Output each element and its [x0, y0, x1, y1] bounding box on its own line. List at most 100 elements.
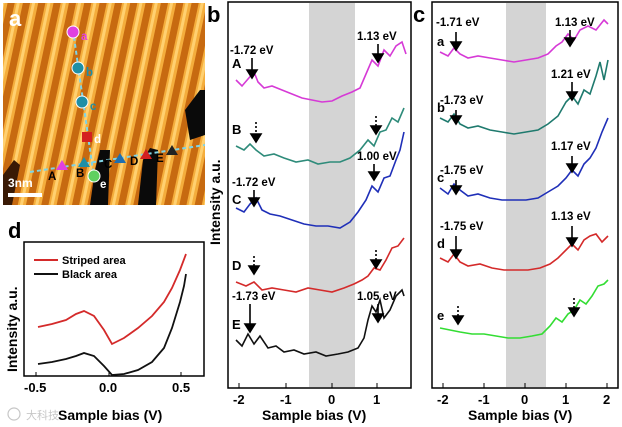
marker-label: a	[81, 31, 88, 43]
curve-B	[235, 107, 405, 165]
peak-annotation: -1.75 eV	[440, 165, 484, 177]
watermark: 大科技	[7, 407, 59, 422]
panel-d: -0.5 0.0 0.5 Sample bias (V) Intensity a…	[4, 241, 205, 423]
marker-label: B	[76, 168, 84, 180]
peak-annotation: 1.21 eV	[551, 69, 591, 81]
x-axis-label: Sample bias (V)	[468, 407, 572, 423]
curve-label: b	[437, 100, 445, 115]
panel-label: c	[413, 2, 425, 27]
marker-label: d	[94, 134, 101, 146]
black-region	[138, 148, 158, 205]
line-striped-area	[37, 253, 187, 346]
arrows	[449, 30, 581, 326]
marker-label: c	[90, 101, 97, 113]
line-black-area	[37, 273, 187, 376]
marker-point-A	[56, 160, 68, 170]
curve-b	[439, 59, 609, 135]
y-axis-label: Intensity a.u.	[207, 159, 223, 245]
curve-label: e	[437, 308, 444, 323]
panel-c: -2 -1 0 1 2 Sample bias (V) a b c d e -1…	[431, 1, 619, 423]
marker-point-d	[82, 132, 92, 142]
x-axis-label: Sample bias (V)	[262, 407, 366, 423]
gap-shading	[309, 3, 355, 387]
peak-annotation: -1.72 eV	[232, 177, 276, 189]
line-profile-vertical	[72, 29, 95, 179]
curve-C	[235, 131, 405, 229]
panel-label: b	[207, 2, 220, 27]
x-tick: -2	[437, 392, 449, 407]
x-tick: 0	[328, 392, 335, 407]
curve-label: D	[232, 258, 241, 273]
legend-item: Black area	[62, 269, 118, 281]
marker-point-D	[140, 149, 152, 159]
svg-text:大科技: 大科技	[26, 408, 59, 422]
curve-D	[235, 237, 405, 293]
peak-annotation: -1.71 eV	[436, 17, 480, 29]
black-region	[185, 90, 205, 140]
curve-e	[439, 279, 609, 339]
gap-shading	[506, 3, 546, 387]
curve-label: c	[437, 170, 444, 185]
dark-region	[3, 160, 20, 205]
curve-c	[439, 117, 609, 201]
panel-label: d	[8, 218, 21, 243]
x-tick: 0.0	[99, 380, 117, 395]
peak-annotation: -1.72 eV	[230, 45, 274, 57]
marker-label: D	[130, 156, 138, 168]
x-tick: 1	[562, 392, 569, 407]
peak-annotation: 1.13 eV	[555, 17, 595, 29]
curve-d	[439, 233, 609, 271]
curve-label: d	[437, 236, 445, 251]
curve-label: a	[437, 34, 445, 49]
peak-annotation: -1.75 eV	[440, 221, 484, 233]
peak-annotation: -1.73 eV	[440, 95, 484, 107]
chain1-markers: a b c d e	[66, 25, 106, 191]
peak-annotation: 1.13 eV	[551, 211, 591, 223]
svg-text:3nm: 3nm	[8, 176, 33, 190]
x-tick: -0.5	[24, 380, 46, 395]
peak-annotation: 1.00 eV	[357, 151, 397, 163]
arrows	[243, 44, 385, 334]
x-tick: 0.5	[172, 380, 190, 395]
peak-annotation: 1.17 eV	[551, 141, 591, 153]
peak-annotation: 1.05 eV	[357, 291, 397, 303]
scale-bar: 3nm	[8, 176, 42, 197]
marker-label: E	[156, 153, 164, 165]
axes-frame	[227, 1, 412, 389]
marker-label: b	[86, 67, 93, 79]
marker-label: C	[104, 159, 112, 171]
marker-point-E	[166, 145, 178, 155]
x-tick: -1	[478, 392, 490, 407]
curve-label: E	[232, 317, 241, 332]
curve-label: B	[232, 122, 241, 137]
x-tick: -2	[233, 392, 245, 407]
y-axis-label: Intensity a.u.	[4, 286, 20, 372]
curve-E	[235, 288, 405, 357]
panel-label: a	[9, 6, 22, 31]
x-axis-label: Sample bias (V)	[58, 407, 162, 423]
curve-A	[235, 40, 407, 103]
marker-point-C	[114, 153, 126, 163]
peak-annotation: 1.13 eV	[357, 31, 397, 43]
marker-point-B	[78, 157, 90, 167]
marker-label: e	[100, 179, 106, 191]
axes-frame	[23, 241, 205, 377]
marker-point-c	[75, 95, 89, 109]
panel-b: -2 -1 0 1 Sample bias (V) Intensity a.u.…	[207, 1, 412, 423]
chain2-markers: A B C D E	[48, 145, 178, 183]
marker-point-b	[71, 61, 85, 75]
marker-label: A	[48, 171, 56, 183]
marker-point-e	[87, 169, 101, 183]
x-tick: 0	[521, 392, 528, 407]
x-tick: 2	[603, 392, 610, 407]
curve-label: A	[232, 56, 242, 71]
panel-a	[3, 3, 205, 205]
legend: Striped area Black area	[34, 255, 126, 281]
marker-point-a	[66, 25, 80, 39]
x-tick: -1	[280, 392, 292, 407]
curve-a	[439, 18, 609, 63]
legend-item: Striped area	[62, 255, 126, 267]
x-tick: 1	[373, 392, 380, 407]
curve-label: C	[232, 192, 242, 207]
